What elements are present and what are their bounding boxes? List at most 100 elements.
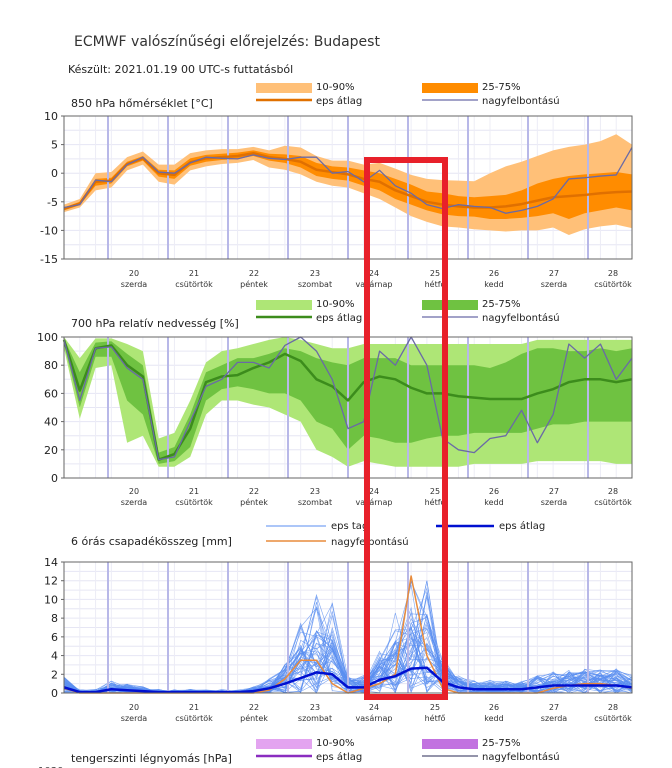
pressure-legend-label: nagyfelbontású (482, 751, 560, 763)
precip-panel-title: 6 órás csapadékösszeg [mm] (71, 535, 232, 548)
temp-legend-label: 25-75% (482, 82, 521, 93)
precip-x-tick-label: 26 (489, 703, 499, 712)
temp-legend-label: eps átlag (316, 95, 362, 107)
precip-legend-label: eps tag (331, 521, 368, 532)
temp-x-tick-label: hétfő (425, 279, 446, 289)
temp-x-tick-label: péntek (240, 279, 268, 289)
precip-legend-label: eps átlag (499, 520, 545, 532)
precip-x-tick-label: szerda (541, 714, 568, 723)
temp-y-tick-label: 0 (51, 167, 58, 180)
rh-panel-title: 700 hPa relatív nedvesség [%] (71, 317, 239, 330)
precip-y-tick-label: 2 (51, 668, 58, 681)
temp-x-tick-label: 24 (369, 269, 379, 278)
precip-x-tick-label: csütörtök (175, 714, 213, 723)
temp-x-tick-label: 25 (430, 269, 440, 278)
rh-y-tick-label: 80 (44, 359, 58, 372)
rh-x-tick-label: 25 (430, 487, 440, 496)
rh-x-tick-label: szerda (121, 498, 148, 507)
temp-legend-swatch-outer (256, 83, 312, 93)
rh-hires-line (63, 336, 633, 461)
temp-x-tick-label: 23 (310, 269, 320, 278)
precip-x-tick-label: 22 (249, 703, 259, 712)
temp-x-tick-label: vasárnap (356, 280, 393, 289)
precip-y-tick-label: 10 (44, 593, 58, 606)
rh-x-tick-label: 21 (189, 487, 199, 496)
temp-x-tick-label: csütörtök (594, 280, 632, 289)
precip-y-tick-label: 6 (51, 631, 58, 644)
rh-legend-label: eps átlag (316, 312, 362, 324)
temp-x-tick-label: szerda (121, 280, 148, 289)
temp-x-tick-label: csütörtök (175, 280, 213, 289)
rh-x-tick-label: 28 (608, 487, 618, 496)
temp-y-tick-label: -5 (47, 196, 58, 209)
precip-x-tick-label: szerda (121, 714, 148, 723)
rh-x-tick-label: csütörtök (594, 498, 632, 507)
pressure-legend-label: 10-90% (316, 738, 355, 749)
rh-x-tick-label: vasárnap (356, 498, 393, 507)
pressure-legend-swatch-inner (422, 739, 478, 749)
temp-y-tick-label: -15 (40, 253, 58, 266)
precip-x-tick-label: 23 (310, 703, 320, 712)
temp-x-tick-label: kedd (484, 280, 503, 289)
rh-x-tick-label: kedd (484, 498, 503, 507)
temp-mean-line (63, 151, 633, 210)
precip-plot-frame (63, 561, 633, 694)
rh-y-tick-label: 40 (44, 416, 58, 429)
rh-y-tick-label: 100 (37, 331, 58, 344)
precip-y-tick-label: 8 (51, 612, 58, 625)
rh-legend-label: 10-90% (316, 299, 355, 310)
rh-legend-swatch-inner (422, 300, 478, 310)
pressure-panel-title: tengerszinti légnyomás [hPa] (71, 752, 232, 765)
precip-x-tick-label: kedd (484, 714, 503, 723)
rh-y-tick-label: 60 (44, 387, 58, 400)
pressure-y-tick-label: 1030 (38, 766, 63, 768)
rh-x-tick-label: péntek (240, 497, 268, 507)
temp-x-tick-label: szerda (541, 280, 568, 289)
precip-x-tick-label: vasárnap (356, 714, 393, 723)
rh-legend-label: nagyfelbontású (482, 312, 560, 324)
temp-plot-frame (63, 115, 633, 260)
rh-x-tick-label: 24 (369, 487, 379, 496)
temp-panel-title: 850 hPa hőmérséklet [°C] (71, 97, 213, 110)
rh-y-tick-label: 0 (51, 472, 58, 485)
temp-legend-label: 10-90% (316, 82, 355, 93)
rh-legend-label: 25-75% (482, 299, 521, 310)
precip-x-tick-label: 21 (189, 703, 199, 712)
precip-x-tick-label: 25 (430, 703, 440, 712)
precip-x-tick-label: 24 (369, 703, 379, 712)
precip-x-tick-label: hétfő (425, 713, 446, 723)
rh-x-tick-label: 27 (549, 487, 559, 496)
precip-mean-line (63, 666, 633, 694)
pressure-legend-label: 25-75% (482, 738, 521, 749)
temp-x-tick-label: 20 (129, 269, 139, 278)
precip-x-tick-label: szombat (298, 714, 332, 723)
precip-y-tick-label: 12 (44, 575, 58, 588)
temp-x-tick-label: szombat (298, 280, 332, 289)
temp-legend-label: nagyfelbontású (482, 95, 560, 107)
temp-x-tick-label: 27 (549, 269, 559, 278)
rh-plot-frame (63, 336, 633, 479)
rh-x-tick-label: csütörtök (175, 498, 213, 507)
rh-y-tick-label: 20 (44, 444, 58, 457)
rh-x-tick-label: 23 (310, 487, 320, 496)
rh-x-tick-label: 20 (129, 487, 139, 496)
precip-y-tick-label: 4 (51, 650, 58, 663)
temp-y-tick-label: -10 (40, 224, 58, 237)
temp-x-tick-label: 22 (249, 269, 259, 278)
temp-band-25-75 (64, 150, 632, 219)
highlight-box (364, 157, 448, 700)
subtitle: Készült: 2021.01.19 00 UTC-s futtatásból (68, 63, 294, 76)
pressure-legend-label: eps átlag (316, 751, 362, 763)
precip-y-tick-label: 14 (44, 556, 58, 569)
temp-x-tick-label: 28 (608, 269, 618, 278)
temp-x-tick-label: 26 (489, 269, 499, 278)
rh-x-tick-label: 26 (489, 487, 499, 496)
rh-x-tick-label: 22 (249, 487, 259, 496)
temp-legend-swatch-inner (422, 83, 478, 93)
precip-x-tick-label: csütörtök (594, 714, 632, 723)
temp-hires-line (63, 147, 633, 214)
pressure-legend-swatch-outer (256, 739, 312, 749)
precip-x-tick-label: 27 (549, 703, 559, 712)
rh-legend-swatch-outer (256, 300, 312, 310)
